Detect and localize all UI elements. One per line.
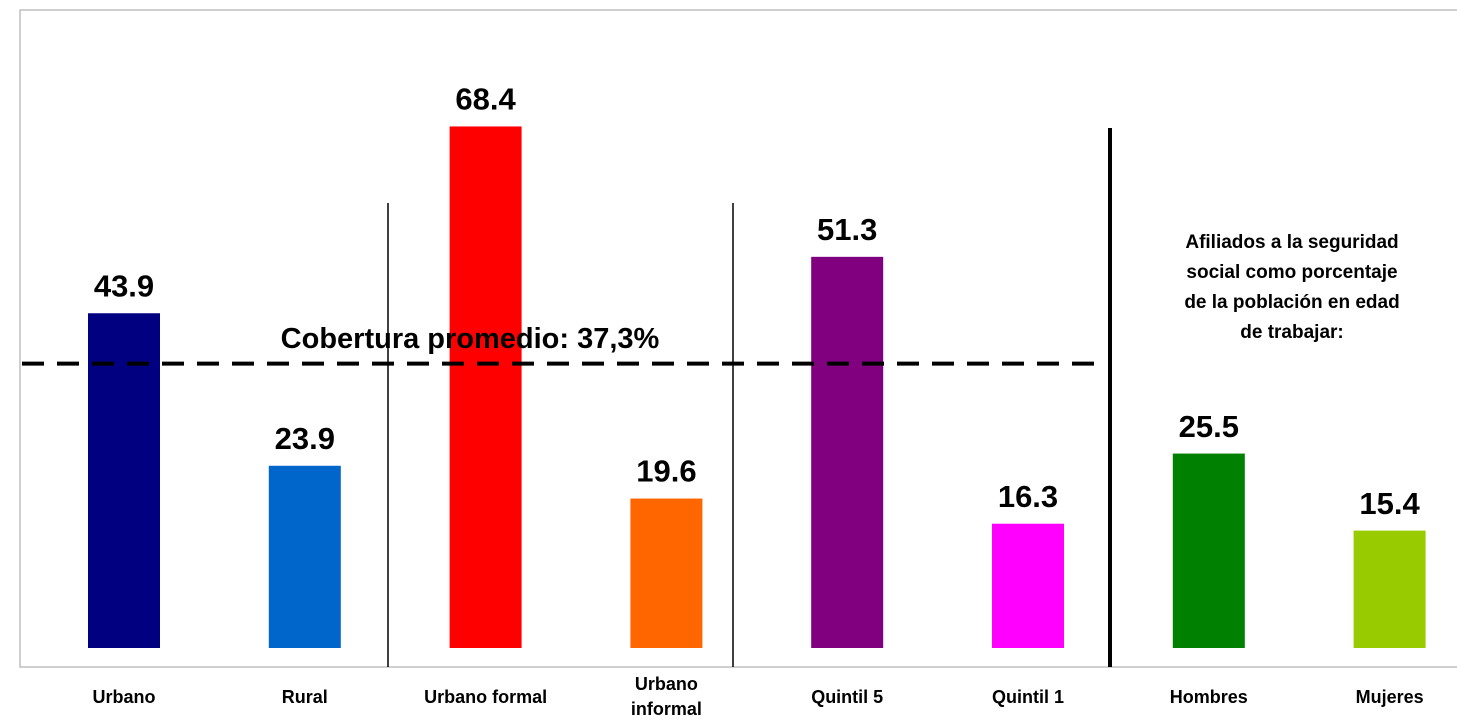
value-label: 15.4	[1359, 486, 1420, 521]
annotation: de la población en edad	[1184, 292, 1399, 313]
bar	[1172, 453, 1245, 648]
plot-frame	[19, 9, 1457, 668]
x-tick-label: Mujeres	[1355, 686, 1424, 707]
value-label: 19.6	[636, 454, 696, 489]
value-label: 23.9	[275, 421, 335, 456]
x-tick-label: Urbano	[92, 686, 156, 707]
x-tick-label: Quintil 1	[992, 686, 1064, 707]
value-label: 16.3	[998, 479, 1058, 514]
bar	[449, 126, 522, 648]
x-tick-label: Quintil 5	[811, 686, 884, 707]
bar	[268, 465, 341, 648]
x-tick-label: Urbano formal	[424, 686, 548, 707]
bar	[992, 523, 1064, 648]
x-tick-label: Hombres	[1169, 686, 1248, 707]
annotation: social como porcentaje	[1186, 262, 1397, 283]
value-label: 68.4	[455, 82, 516, 117]
x-tick-label: Urbano informal	[630, 674, 702, 719]
bar	[630, 498, 703, 648]
annotation: Afiliados a la seguridad	[1185, 232, 1398, 253]
bar	[811, 256, 884, 648]
bar	[88, 313, 160, 648]
annotation: de trabajar:	[1240, 322, 1343, 343]
x-tick-label: Rural	[281, 686, 328, 707]
value-label: 25.5	[1179, 409, 1239, 444]
reference-label: Cobertura promedio: 37,3%	[281, 323, 660, 355]
value-label: 43.9	[94, 268, 154, 303]
value-label: 51.3	[817, 212, 877, 247]
bar	[1353, 530, 1426, 648]
